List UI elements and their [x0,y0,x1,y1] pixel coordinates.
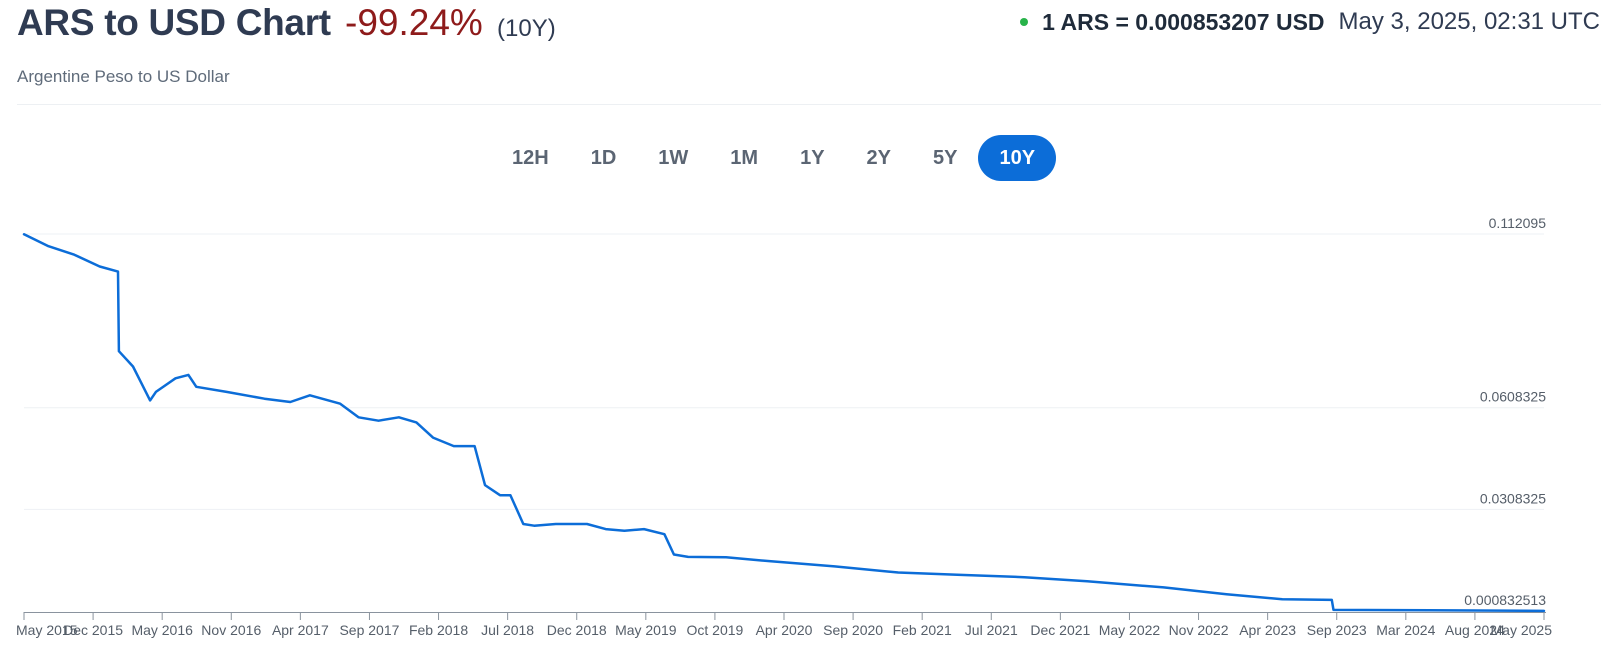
x-tick-label: May 2025 [1491,622,1553,638]
series-line [22,233,1546,613]
tab-1m[interactable]: 1M [730,146,759,169]
x-tick-label: Feb 2018 [409,622,468,638]
x-tick-label: Apr 2020 [756,622,813,638]
x-tick-label: Dec 2021 [1030,622,1090,638]
chart-subtitle: Argentine Peso to US Dollar [17,67,230,86]
x-tick-label: Feb 2021 [893,622,952,638]
x-tick-label: Aug 2024 [1445,622,1505,638]
tab-1y[interactable]: 1Y [800,146,825,169]
live-rate: 1 ARS = 0.000853207 USD May 3, 2025, 02:… [1020,8,1600,36]
x-tick-label: Nov 2022 [1169,622,1229,638]
y-tick-label: 0.112095 [1489,215,1547,231]
tab-1w[interactable]: 1W [658,146,689,169]
y-tick-label: 0.0608325 [1480,389,1546,405]
x-tick-label: Jul 2021 [965,622,1018,638]
exchange-rate: 1 ARS = 0.000853207 USD [1042,8,1325,35]
y-tick-label: 0.000832513 [1464,592,1546,608]
period-label: (10Y) [497,15,556,42]
x-tick-label: Jul 2018 [481,622,534,638]
time-range-tabs: 12H 1D 1W 1M 1Y 2Y 5Y 10Y [491,135,1057,181]
x-tick-label: Mar 2024 [1376,622,1435,638]
x-tick-label: Dec 2015 [63,622,123,638]
x-tick-label: Oct 2019 [686,622,743,638]
header-divider [17,104,1601,105]
live-status-dot [1020,18,1029,26]
x-tick-label: May 2015 [16,622,78,638]
x-tick-label: Nov 2016 [201,622,261,638]
x-tick-label: Apr 2023 [1239,622,1296,638]
x-tick-label: Sep 2017 [339,622,399,638]
x-tick-label: Sep 2023 [1307,622,1367,638]
tab-12h[interactable]: 12H [512,146,549,169]
tab-2y[interactable]: 2Y [866,146,892,169]
x-tick-label: Dec 2018 [547,622,607,638]
y-tick-label: 0.0308325 [1480,490,1546,506]
tab-1d[interactable]: 1D [590,146,617,169]
x-tick-label: Sep 2020 [823,622,883,638]
x-tick-label: Apr 2017 [272,622,329,638]
chart-title: ARS to USD Chart [17,2,331,43]
tab-5y[interactable]: 5Y [933,146,958,169]
x-tick-label: May 2022 [1099,622,1161,638]
percent-change: -99.24% [345,2,483,43]
x-tick-label: May 2019 [615,622,677,638]
x-tick-label: May 2016 [131,622,193,638]
tab-10y[interactable]: 10Y [978,135,1057,181]
timestamp: May 3, 2025, 02:31 UTC [1338,8,1600,35]
